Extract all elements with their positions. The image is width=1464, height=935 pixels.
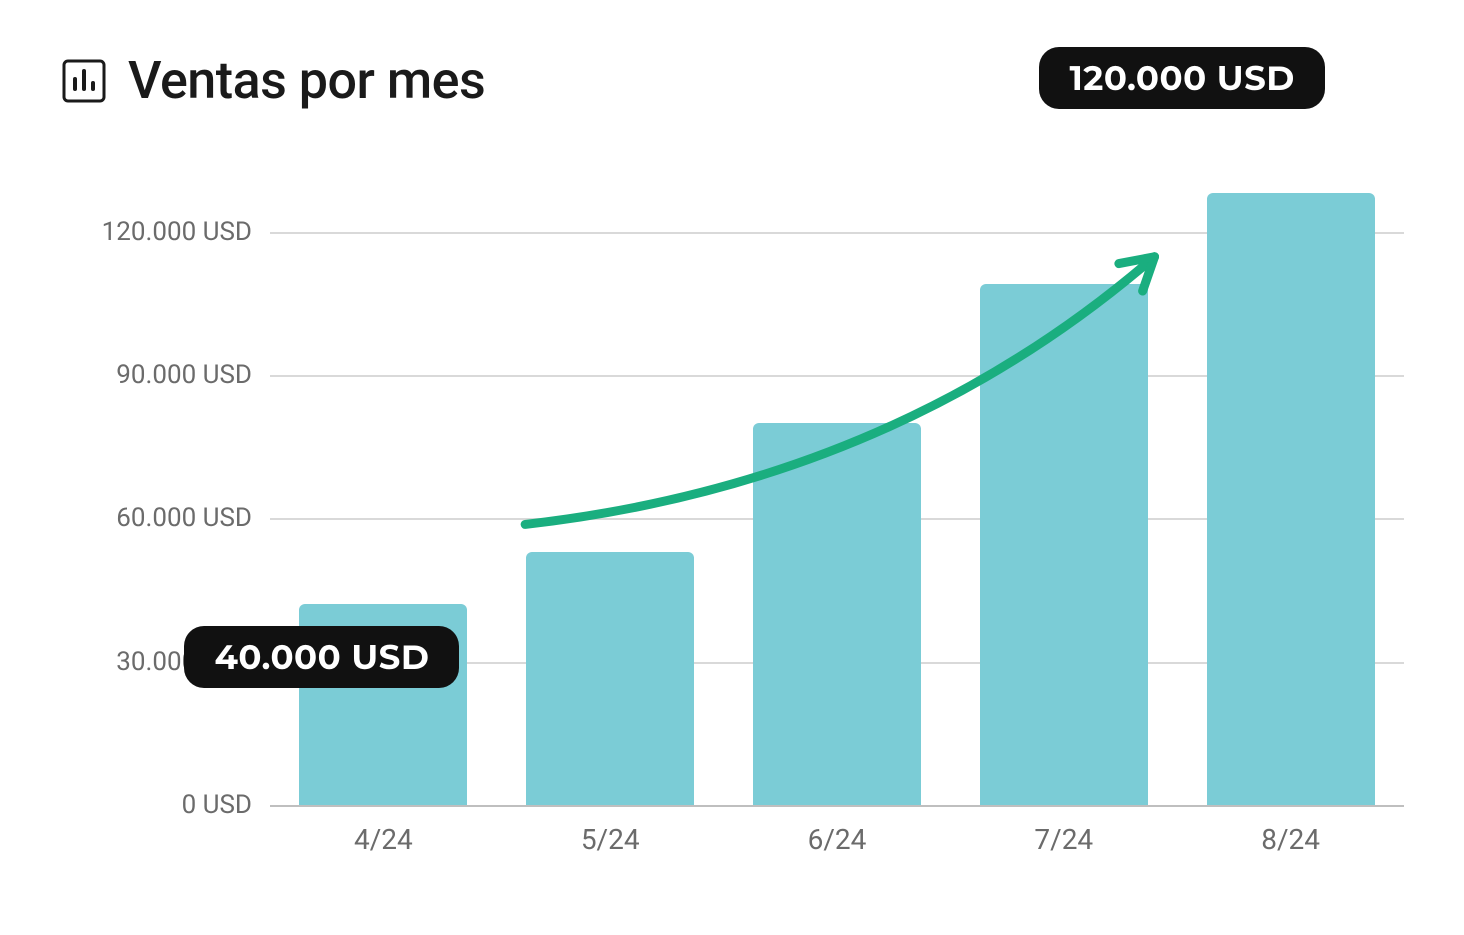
x-tick-label: 7/24 (950, 805, 1177, 865)
y-tick-label: 90.000 USD (116, 360, 252, 390)
y-tick-label: 60.000 USD (116, 503, 252, 533)
sales-by-month-card: Ventas por mes 0 USD30.000 USD60.000 USD… (0, 0, 1464, 935)
y-axis: 0 USD30.000 USD60.000 USD90.000 USD120.0… (60, 160, 270, 805)
bar-chart-icon (60, 57, 108, 105)
x-tick-label: 5/24 (497, 805, 724, 865)
plot-area (270, 160, 1404, 805)
bar (753, 423, 921, 805)
end-value-badge: 120.000 USD (1039, 47, 1324, 109)
x-tick-label: 4/24 (270, 805, 497, 865)
bar (980, 284, 1148, 805)
bar (526, 552, 694, 805)
card-title: Ventas por mes (128, 50, 485, 111)
bar-slot (1177, 160, 1404, 805)
bar-slot (497, 160, 724, 805)
bars-container (270, 160, 1404, 805)
bar (1207, 193, 1375, 805)
y-tick-label: 120.000 USD (102, 217, 252, 247)
x-tick-label: 6/24 (724, 805, 951, 865)
start-value-badge: 40.000 USD (184, 626, 459, 688)
bar-slot (724, 160, 951, 805)
y-tick-label: 0 USD (182, 790, 252, 820)
x-axis: 4/245/246/247/248/24 (270, 805, 1404, 865)
bar-slot (270, 160, 497, 805)
chart: 0 USD30.000 USD60.000 USD90.000 USD120.0… (60, 160, 1404, 865)
bar-slot (950, 160, 1177, 805)
x-tick-label: 8/24 (1177, 805, 1404, 865)
